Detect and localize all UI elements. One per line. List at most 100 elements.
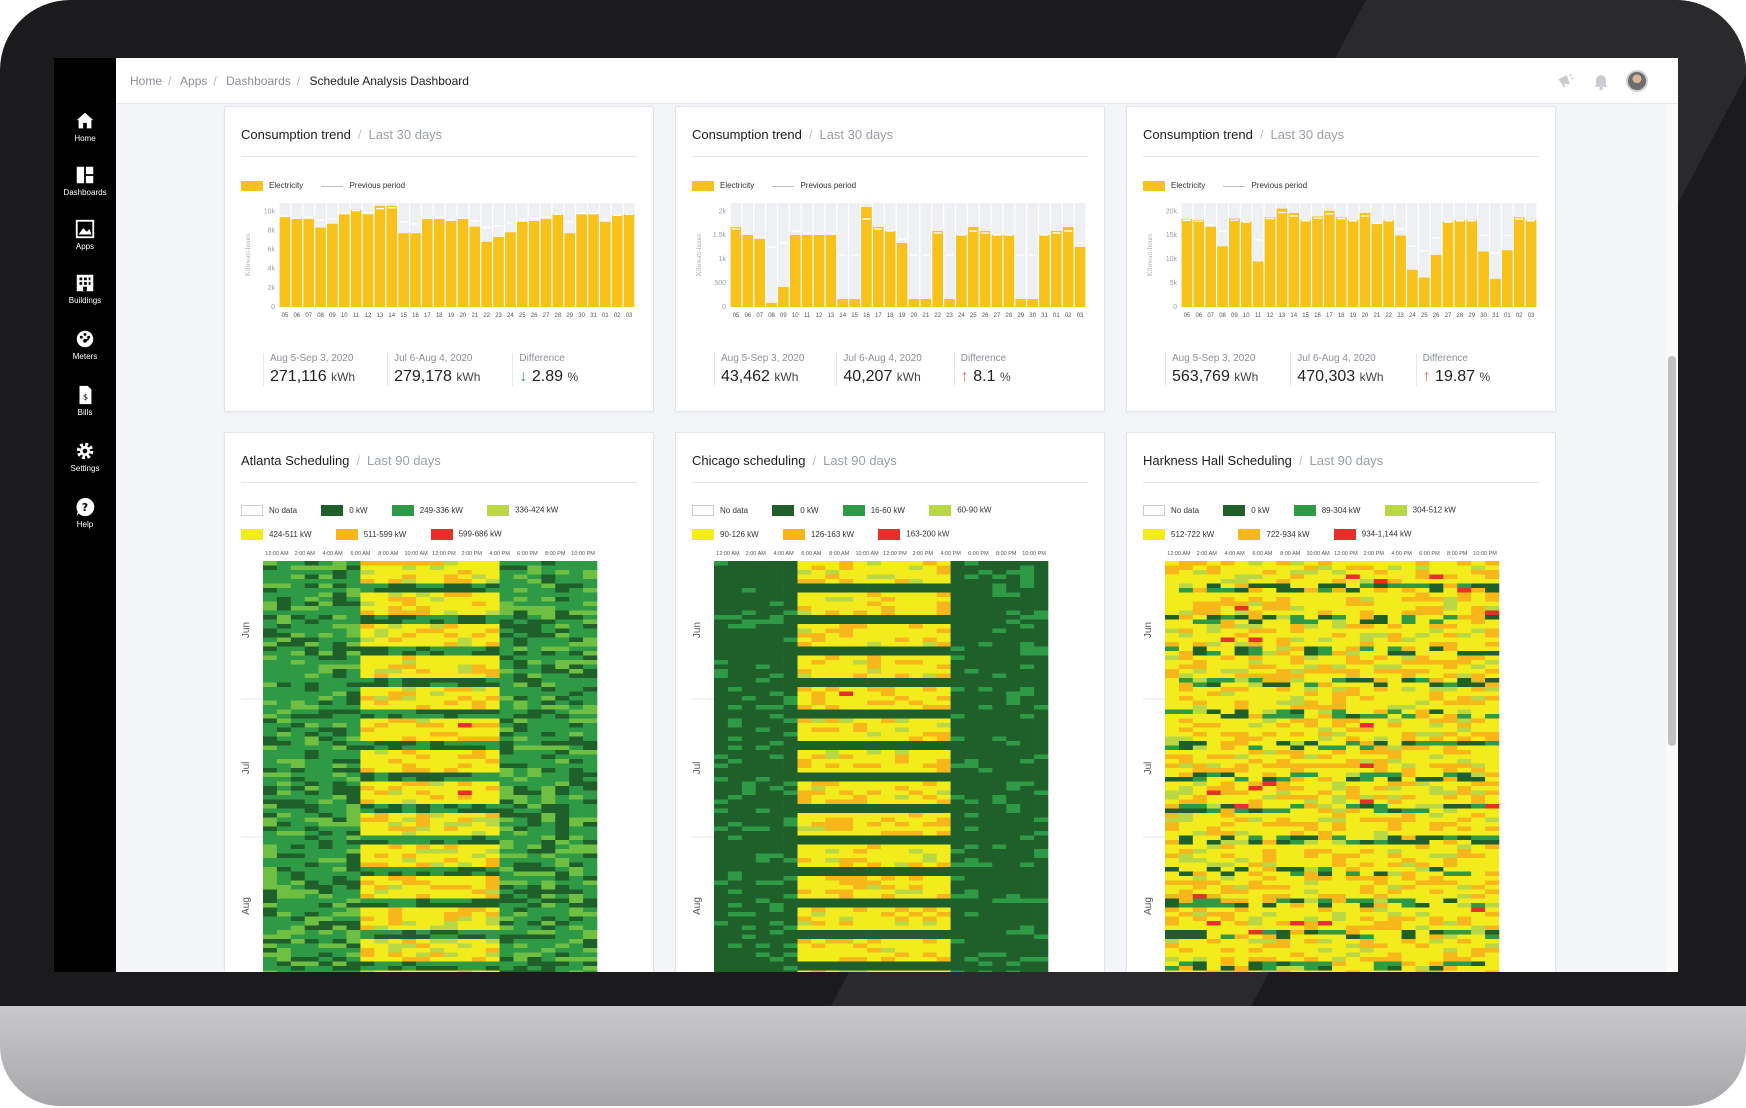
- bar[interactable]: [315, 227, 326, 307]
- breadcrumb-dashboards[interactable]: Dashboards: [226, 74, 291, 88]
- bar[interactable]: [873, 227, 884, 307]
- bar[interactable]: [1430, 255, 1442, 307]
- bar[interactable]: [362, 214, 374, 307]
- bar[interactable]: [1442, 221, 1454, 307]
- sidebar-item-meters[interactable]: Meters: [54, 328, 116, 361]
- bar[interactable]: [801, 235, 813, 307]
- sidebar-item-buildings[interactable]: Buildings: [54, 272, 116, 305]
- bar[interactable]: [1490, 278, 1501, 307]
- bar[interactable]: [588, 214, 599, 307]
- bar[interactable]: [896, 243, 908, 307]
- bar[interactable]: [813, 235, 825, 307]
- bar[interactable]: [1015, 299, 1027, 307]
- bar[interactable]: [1359, 212, 1371, 307]
- bar[interactable]: [789, 235, 801, 307]
- bar[interactable]: [1335, 217, 1347, 307]
- bar[interactable]: [1502, 250, 1513, 307]
- bar[interactable]: [920, 299, 932, 307]
- bar[interactable]: [374, 205, 386, 307]
- bar[interactable]: [279, 217, 291, 307]
- bar[interactable]: [1193, 219, 1205, 307]
- bar[interactable]: [576, 214, 587, 307]
- bar[interactable]: [967, 227, 979, 307]
- bar[interactable]: [730, 227, 742, 307]
- bar[interactable]: [445, 220, 457, 307]
- bar[interactable]: [979, 231, 991, 307]
- bar[interactable]: [1513, 217, 1525, 307]
- sidebar-item-home[interactable]: Home: [54, 110, 116, 143]
- bar[interactable]: [1383, 219, 1394, 307]
- bar[interactable]: [422, 219, 433, 307]
- sidebar-item-help[interactable]: ? Help: [54, 496, 116, 529]
- bar[interactable]: [291, 219, 303, 307]
- bar[interactable]: [1525, 219, 1537, 307]
- bar[interactable]: [540, 219, 552, 307]
- bar[interactable]: [1027, 299, 1038, 307]
- bar[interactable]: [1300, 219, 1311, 307]
- bar[interactable]: [908, 299, 920, 307]
- bar[interactable]: [825, 235, 837, 307]
- bar[interactable]: [1181, 219, 1193, 307]
- sidebar-item-apps[interactable]: Apps: [54, 218, 116, 251]
- bar[interactable]: [1418, 277, 1430, 307]
- bar[interactable]: [338, 214, 350, 307]
- bar[interactable]: [493, 237, 504, 307]
- bar[interactable]: [1039, 235, 1050, 307]
- bar[interactable]: [1205, 226, 1216, 307]
- bar[interactable]: [991, 235, 1003, 307]
- bar[interactable]: [1395, 235, 1406, 308]
- bar[interactable]: [611, 215, 623, 307]
- bar[interactable]: [837, 299, 849, 307]
- bar[interactable]: [505, 232, 516, 307]
- bar[interactable]: [1478, 251, 1489, 307]
- bar[interactable]: [303, 219, 314, 307]
- bar[interactable]: [1288, 212, 1300, 307]
- scrollbar-thumb[interactable]: [1668, 356, 1676, 746]
- bar[interactable]: [884, 231, 896, 307]
- bar[interactable]: [623, 214, 635, 307]
- bar[interactable]: [433, 219, 445, 307]
- user-menu-button[interactable]: [1626, 70, 1648, 92]
- bar[interactable]: [1324, 210, 1335, 307]
- bar[interactable]: [1252, 261, 1264, 308]
- bar[interactable]: [350, 209, 362, 307]
- bar[interactable]: [1003, 235, 1015, 307]
- bar[interactable]: [742, 235, 754, 307]
- bar[interactable]: [1051, 231, 1062, 307]
- bar[interactable]: [1312, 216, 1323, 307]
- bar[interactable]: [766, 303, 777, 307]
- bar[interactable]: [398, 233, 409, 307]
- bar[interactable]: [1240, 221, 1252, 307]
- sidebar-item-dashboards[interactable]: Dashboards: [54, 164, 116, 197]
- bar[interactable]: [481, 241, 492, 307]
- bar[interactable]: [1229, 218, 1240, 307]
- bar[interactable]: [469, 226, 481, 307]
- bar[interactable]: [778, 287, 789, 307]
- bar[interactable]: [932, 231, 943, 307]
- bar[interactable]: [1407, 269, 1418, 307]
- breadcrumb-home[interactable]: Home: [130, 74, 163, 88]
- bar[interactable]: [1264, 217, 1276, 307]
- bar[interactable]: [528, 220, 540, 307]
- bar[interactable]: [1074, 247, 1086, 307]
- bar[interactable]: [1276, 208, 1288, 307]
- breadcrumb-apps[interactable]: Apps: [180, 74, 208, 88]
- bar[interactable]: [457, 219, 469, 307]
- bar[interactable]: [552, 214, 564, 307]
- bar[interactable]: [1062, 227, 1074, 307]
- bar[interactable]: [410, 233, 421, 307]
- scrollbar[interactable]: [1666, 104, 1678, 972]
- bar[interactable]: [1454, 219, 1466, 307]
- bar[interactable]: [386, 205, 398, 307]
- sidebar-item-bills[interactable]: $ Bills: [54, 384, 116, 417]
- bar[interactable]: [564, 233, 576, 307]
- sidebar-item-settings[interactable]: Settings: [54, 440, 116, 473]
- bar[interactable]: [1217, 246, 1228, 307]
- bar[interactable]: [516, 221, 528, 307]
- bar[interactable]: [849, 299, 860, 307]
- notifications-button[interactable]: [1590, 70, 1612, 92]
- bar[interactable]: [327, 223, 338, 307]
- bar[interactable]: [1371, 223, 1383, 307]
- announcements-button[interactable]: [1554, 70, 1576, 92]
- bar[interactable]: [956, 235, 967, 307]
